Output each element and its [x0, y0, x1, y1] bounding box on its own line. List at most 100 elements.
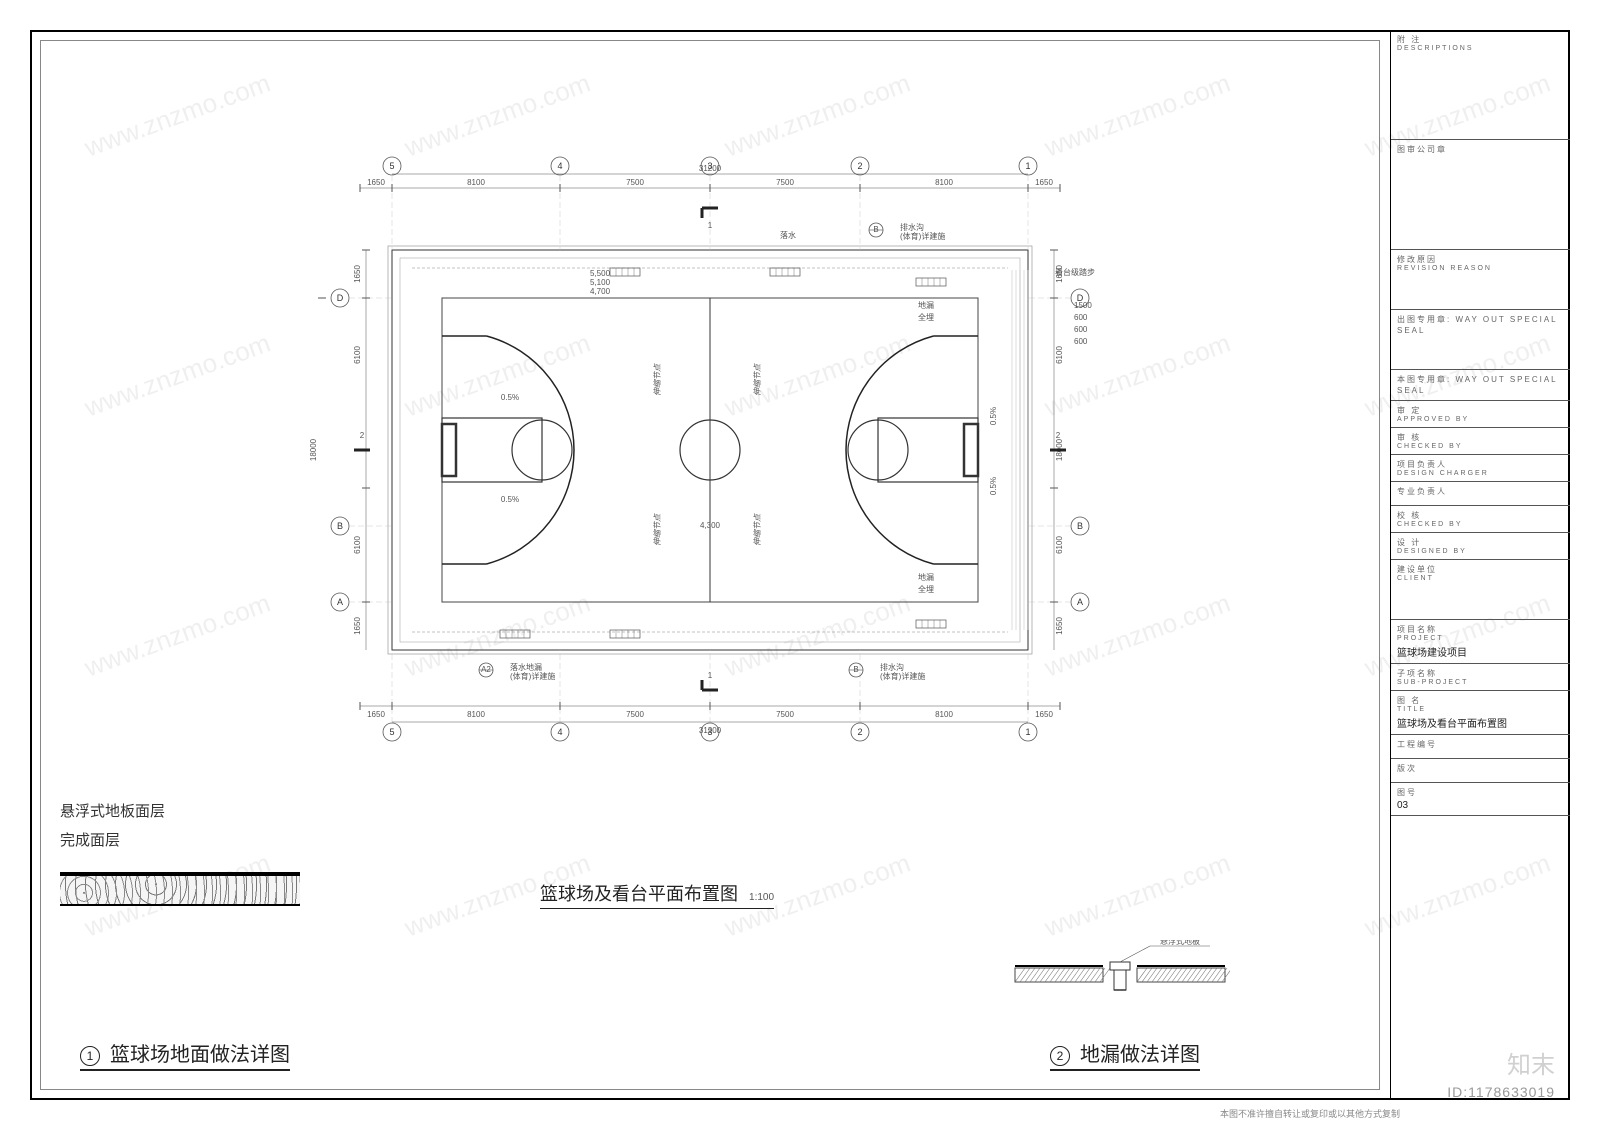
svg-text:2: 2 — [857, 727, 862, 737]
plan-svg: 5544332211DDBBAA165081007500750081001650… — [280, 130, 1140, 770]
svg-text:5,500: 5,500 — [590, 269, 611, 278]
svg-text:排水沟: 排水沟 — [900, 222, 924, 232]
titleblock-cell: 校 核CHECKED BY — [1391, 506, 1570, 533]
titleblock-cell: 图审公司章 — [1391, 140, 1570, 250]
svg-text:1650: 1650 — [367, 710, 385, 719]
svg-text:600: 600 — [1074, 337, 1088, 346]
svg-text:5,100: 5,100 — [590, 278, 611, 287]
svg-text:1: 1 — [1025, 727, 1030, 737]
svg-text:1: 1 — [708, 671, 713, 680]
titleblock-cell: 专业负责人 — [1391, 482, 1570, 506]
titleblock-cell: 审 核CHECKED BY — [1391, 428, 1570, 455]
svg-text:6100: 6100 — [1055, 536, 1064, 554]
svg-text:4,300: 4,300 — [700, 521, 721, 530]
svg-text:31200: 31200 — [699, 726, 722, 735]
svg-text:伸缩节点: 伸缩节点 — [653, 363, 662, 396]
titleblock-cell: 项目负责人DESIGN CHARGER — [1391, 455, 1570, 482]
drain-detail-title: 2 地漏做法详图 — [1050, 1038, 1200, 1071]
svg-text:地漏: 地漏 — [918, 572, 934, 582]
floor-detail-title-text: 篮球场地面做法详图 — [110, 1044, 290, 1066]
plan-title-text: 篮球场及看台平面布置图 — [540, 884, 738, 904]
plan-scale: 1:100 — [749, 892, 774, 903]
titleblock-cell: 附 注DESCRIPTIONS — [1391, 30, 1570, 140]
svg-text:31200: 31200 — [699, 164, 722, 173]
svg-text:A2: A2 — [481, 665, 491, 674]
svg-text:2: 2 — [1056, 431, 1061, 440]
floor-detail: 悬浮式地板面层 完成面层 — [60, 800, 310, 906]
floor-layer-2: 完成面层 — [60, 829, 310, 850]
svg-text:4,700: 4,700 — [590, 287, 611, 296]
svg-text:0.5%: 0.5% — [501, 393, 519, 402]
svg-text:600: 600 — [1074, 325, 1088, 334]
titleblock-cell: 图 名TITLE篮球场及看台平面布置图 — [1391, 691, 1570, 735]
floor-section-strip — [60, 874, 300, 906]
svg-text:(体育)详建施: (体育)详建施 — [880, 671, 925, 681]
svg-text:A: A — [1077, 597, 1083, 607]
svg-text:地漏: 地漏 — [918, 300, 934, 310]
drain-detail-title-text: 地漏做法详图 — [1080, 1044, 1200, 1066]
svg-text:18000: 18000 — [309, 438, 318, 461]
svg-text:7500: 7500 — [776, 710, 794, 719]
svg-text:8100: 8100 — [935, 178, 953, 187]
svg-text:7500: 7500 — [626, 178, 644, 187]
svg-text:D: D — [337, 293, 344, 303]
svg-text:4: 4 — [557, 161, 562, 171]
svg-text:4: 4 — [557, 727, 562, 737]
svg-text:B: B — [1077, 521, 1083, 531]
svg-text:1650: 1650 — [1035, 710, 1053, 719]
footer-note: 本图不准许擅自转让或复印或以其他方式复制 — [1220, 1107, 1400, 1120]
svg-text:0.5%: 0.5% — [501, 495, 519, 504]
svg-text:1500: 1500 — [1074, 301, 1092, 310]
svg-text:600: 600 — [1074, 313, 1088, 322]
svg-text:1650: 1650 — [1035, 178, 1053, 187]
titleblock-cell: 图号03 — [1391, 783, 1570, 816]
titleblock-cell: 出图专用章: WAY OUT SPECIAL SEAL — [1391, 310, 1570, 370]
svg-text:0.5%: 0.5% — [989, 407, 998, 425]
svg-text:8100: 8100 — [467, 178, 485, 187]
svg-text:落水地漏: 落水地漏 — [510, 662, 542, 672]
plan-title: 篮球场及看台平面布置图 1:100 — [540, 880, 774, 909]
svg-text:落水: 落水 — [780, 230, 796, 240]
svg-text:1650: 1650 — [353, 617, 362, 635]
svg-text:1650: 1650 — [1055, 617, 1064, 635]
svg-text:8100: 8100 — [467, 710, 485, 719]
svg-text:1: 1 — [1025, 161, 1030, 171]
titleblock-cell: 审 定APPROVED BY — [1391, 401, 1570, 428]
svg-text:全埋: 全埋 — [918, 312, 934, 322]
svg-text:6100: 6100 — [1055, 346, 1064, 364]
svg-text:2: 2 — [360, 431, 365, 440]
floor-detail-title: 1 篮球场地面做法详图 — [80, 1038, 290, 1071]
titleblock-cell: 子项名称SUB-PROJECT — [1391, 664, 1570, 691]
svg-text:1: 1 — [708, 221, 713, 230]
drain-detail: 悬浮式地板 — [1010, 940, 1230, 1005]
svg-text:B: B — [873, 225, 878, 234]
titleblock-cell: 修改原因REVISION REASON — [1391, 250, 1570, 310]
svg-text:6100: 6100 — [353, 536, 362, 554]
svg-text:B: B — [337, 521, 343, 531]
svg-text:(体育)详建施: (体育)详建施 — [510, 671, 555, 681]
svg-text:悬浮式地板: 悬浮式地板 — [1160, 940, 1200, 946]
drain-svg: 悬浮式地板 — [1010, 940, 1230, 1000]
svg-text:6100: 6100 — [353, 346, 362, 364]
title-block: 附 注DESCRIPTIONS图审公司章修改原因REVISION REASON出… — [1390, 30, 1570, 1100]
titleblock-cell: 项目名称PROJECT篮球场建设项目 — [1391, 620, 1570, 664]
drain-detail-number: 2 — [1050, 1046, 1070, 1066]
titleblock-cell: 建设单位CLIENT — [1391, 560, 1570, 620]
svg-text:(体育)详建施: (体育)详建施 — [900, 231, 945, 241]
svg-text:全埋: 全埋 — [918, 584, 934, 594]
svg-text:伸缩节点: 伸缩节点 — [753, 513, 762, 546]
titleblock-cell: 本图专用章: WAY OUT SPECIAL SEAL — [1391, 370, 1570, 401]
svg-text:B: B — [853, 665, 858, 674]
floor-detail-number: 1 — [80, 1046, 100, 1066]
svg-text:5: 5 — [389, 727, 394, 737]
titleblock-cell: 工程编号 — [1391, 735, 1570, 759]
svg-text:8100: 8100 — [935, 710, 953, 719]
basketball-plan: 5544332211DDBBAA165081007500750081001650… — [280, 130, 1140, 770]
svg-text:2: 2 — [857, 161, 862, 171]
svg-text:1650: 1650 — [367, 178, 385, 187]
svg-text:伸缩节点: 伸缩节点 — [753, 363, 762, 396]
svg-text:7500: 7500 — [626, 710, 644, 719]
svg-text:0.5%: 0.5% — [989, 477, 998, 495]
svg-text:5: 5 — [389, 161, 394, 171]
svg-text:7500: 7500 — [776, 178, 794, 187]
